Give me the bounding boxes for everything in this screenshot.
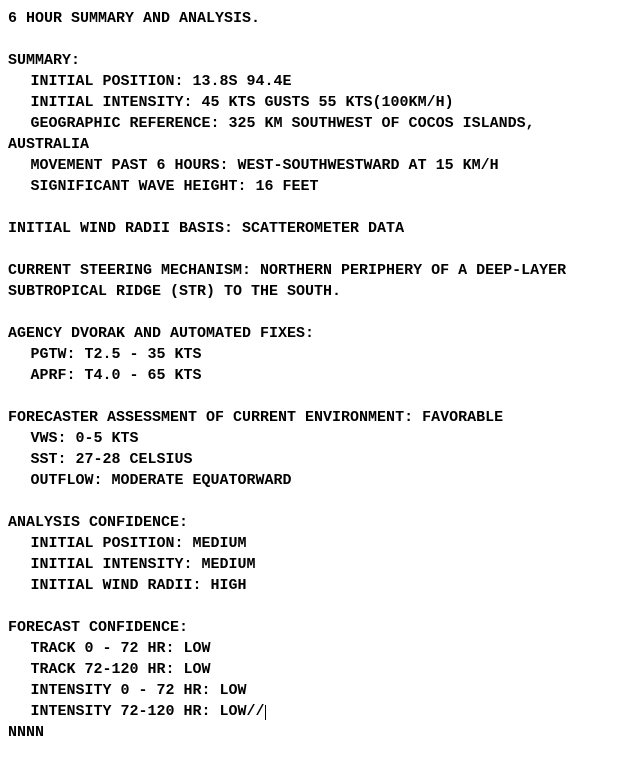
blank-line — [8, 386, 628, 407]
summary-wave-height: SIGNIFICANT WAVE HEIGHT: 16 FEET — [8, 176, 628, 197]
text-cursor — [265, 705, 266, 720]
forecaster-sst: SST: 27-28 CELSIUS — [8, 449, 628, 470]
summary-geo-ref-2: AUSTRALIA — [8, 134, 628, 155]
blank-line — [8, 596, 628, 617]
analysis-conf-title: ANALYSIS CONFIDENCE: — [8, 512, 628, 533]
summary-geo-ref-1: GEOGRAPHIC REFERENCE: 325 KM SOUTHWEST O… — [8, 113, 628, 134]
analysis-conf-intensity: INITIAL INTENSITY: MEDIUM — [8, 554, 628, 575]
summary-movement: MOVEMENT PAST 6 HOURS: WEST-SOUTHWESTWAR… — [8, 155, 628, 176]
summary-title: SUMMARY: — [8, 50, 628, 71]
forecaster-outflow: OUTFLOW: MODERATE EQUATORWARD — [8, 470, 628, 491]
summary-initial-position: INITIAL POSITION: 13.8S 94.4E — [8, 71, 628, 92]
wind-radii-basis: INITIAL WIND RADII BASIS: SCATTEROMETER … — [8, 218, 628, 239]
blank-line — [8, 491, 628, 512]
analysis-conf-position: INITIAL POSITION: MEDIUM — [8, 533, 628, 554]
dvorak-aprf: APRF: T4.0 - 65 KTS — [8, 365, 628, 386]
forecast-conf-track-0-72: TRACK 0 - 72 HR: LOW — [8, 638, 628, 659]
forecast-conf-intensity-0-72: INTENSITY 0 - 72 HR: LOW — [8, 680, 628, 701]
forecast-conf-track-72-120: TRACK 72-120 HR: LOW — [8, 659, 628, 680]
blank-line — [8, 239, 628, 260]
forecaster-title: FORECASTER ASSESSMENT OF CURRENT ENVIRON… — [8, 407, 628, 428]
dvorak-title: AGENCY DVORAK AND AUTOMATED FIXES: — [8, 323, 628, 344]
forecast-conf-title: FORECAST CONFIDENCE: — [8, 617, 628, 638]
forecaster-vws: VWS: 0-5 KTS — [8, 428, 628, 449]
blank-line — [8, 197, 628, 218]
footer-line: NNNN — [8, 722, 628, 743]
steering-line-1: CURRENT STEERING MECHANISM: NORTHERN PER… — [8, 260, 628, 281]
header-line: 6 HOUR SUMMARY AND ANALYSIS. — [8, 8, 628, 29]
analysis-conf-wind-radii: INITIAL WIND RADII: HIGH — [8, 575, 628, 596]
forecast-conf-intensity-72-120: INTENSITY 72-120 HR: LOW// — [8, 701, 628, 722]
blank-line — [8, 29, 628, 50]
dvorak-pgtw: PGTW: T2.5 - 35 KTS — [8, 344, 628, 365]
summary-initial-intensity: INITIAL INTENSITY: 45 KTS GUSTS 55 KTS(1… — [8, 92, 628, 113]
steering-line-2: SUBTROPICAL RIDGE (STR) TO THE SOUTH. — [8, 281, 628, 302]
blank-line — [8, 302, 628, 323]
